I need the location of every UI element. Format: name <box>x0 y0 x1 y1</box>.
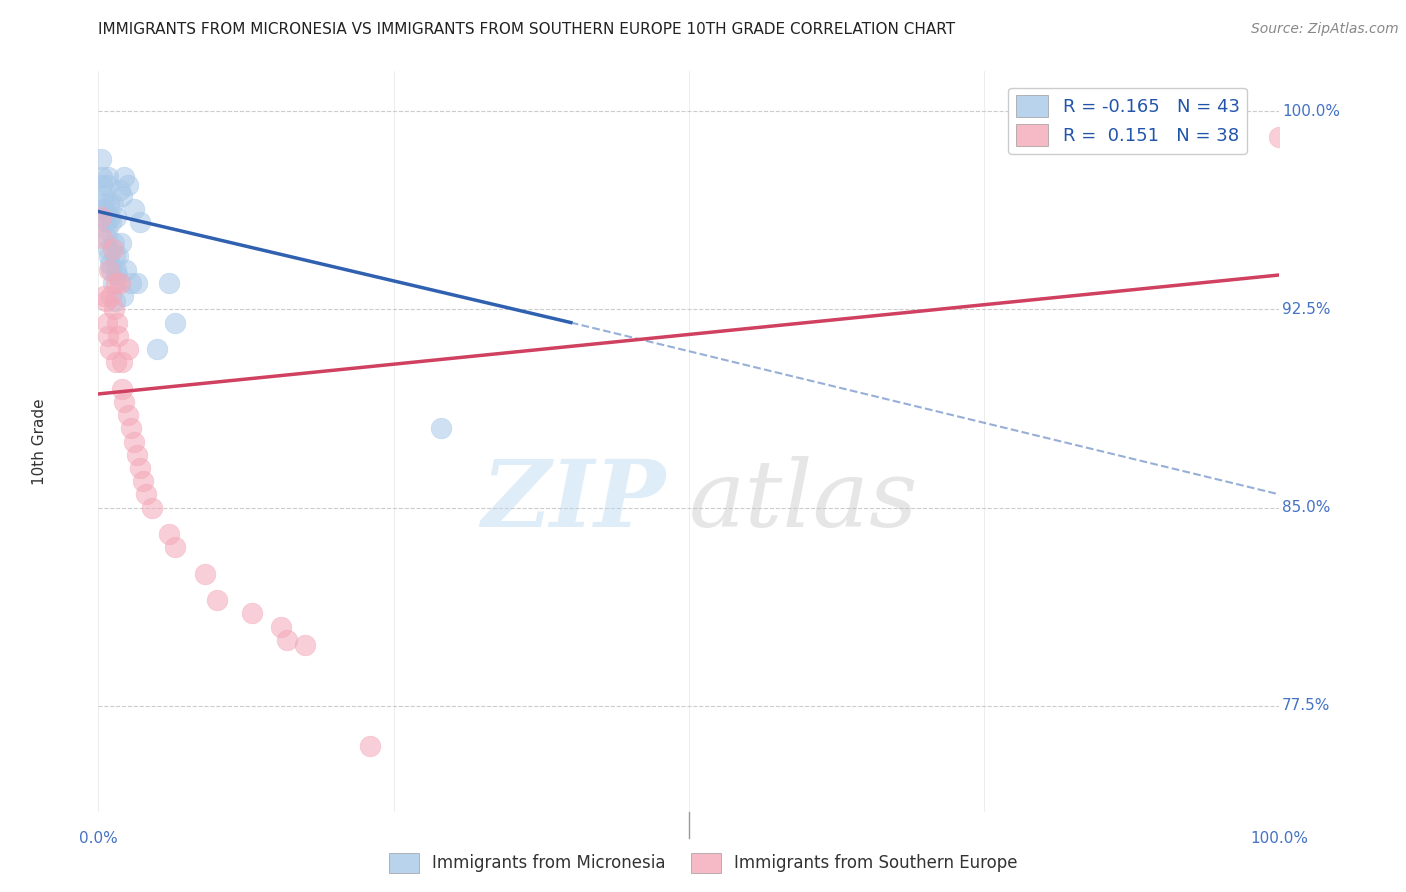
Point <box>105 268 128 282</box>
Point <box>91 178 114 192</box>
Point <box>91 170 114 185</box>
Point <box>359 739 381 753</box>
Point <box>127 448 149 462</box>
Legend: Immigrants from Micronesia, Immigrants from Southern Europe: Immigrants from Micronesia, Immigrants f… <box>382 847 1024 880</box>
Point <box>194 566 217 581</box>
Text: ZIP: ZIP <box>481 456 665 546</box>
Point <box>107 250 129 264</box>
Point <box>1268 130 1291 145</box>
Point <box>107 328 129 343</box>
Point <box>128 461 150 475</box>
Point <box>98 257 121 271</box>
Point <box>240 607 263 621</box>
Text: 100.0%: 100.0% <box>1282 103 1340 119</box>
Point <box>157 276 180 290</box>
Legend: R = -0.165   N = 43, R =  0.151   N = 38: R = -0.165 N = 43, R = 0.151 N = 38 <box>1008 87 1247 153</box>
Point <box>93 289 115 303</box>
Point <box>100 262 122 277</box>
Point <box>110 236 132 251</box>
Point <box>104 250 127 264</box>
Point <box>105 210 128 224</box>
Point <box>105 276 128 290</box>
Text: 100.0%: 100.0% <box>1250 831 1309 846</box>
Point <box>98 196 121 211</box>
Text: Source: ZipAtlas.com: Source: ZipAtlas.com <box>1251 22 1399 37</box>
Point <box>132 474 155 488</box>
Point <box>165 316 187 330</box>
Point <box>97 170 120 185</box>
Point <box>98 262 121 277</box>
Text: 10th Grade: 10th Grade <box>32 398 46 485</box>
Point <box>93 196 115 211</box>
Point <box>108 276 131 290</box>
Point <box>97 242 120 256</box>
Point <box>96 223 118 237</box>
Point <box>114 262 136 277</box>
Point <box>112 170 135 185</box>
Point <box>127 276 149 290</box>
Point <box>112 289 135 303</box>
Point <box>121 421 143 435</box>
Point <box>91 231 114 245</box>
Point <box>105 316 128 330</box>
Point <box>165 541 187 555</box>
Point <box>90 210 112 224</box>
Point <box>294 638 316 652</box>
Point <box>157 527 180 541</box>
Point <box>430 421 453 435</box>
Point <box>105 262 128 277</box>
Point <box>141 500 163 515</box>
Point <box>128 215 150 229</box>
Point <box>108 183 131 197</box>
Point <box>101 242 124 256</box>
Point <box>103 302 125 317</box>
Point <box>93 210 115 224</box>
Text: 85.0%: 85.0% <box>1282 500 1330 516</box>
Point <box>96 231 118 245</box>
Text: 92.5%: 92.5% <box>1282 301 1330 317</box>
Point <box>122 202 145 216</box>
Point <box>98 342 121 356</box>
Point <box>117 408 139 422</box>
Point <box>111 355 134 369</box>
Point <box>135 487 157 501</box>
Point <box>105 355 128 369</box>
Point <box>98 210 121 224</box>
Text: IMMIGRANTS FROM MICRONESIA VS IMMIGRANTS FROM SOUTHERN EUROPE 10TH GRADE CORRELA: IMMIGRANTS FROM MICRONESIA VS IMMIGRANTS… <box>98 22 956 37</box>
Point <box>103 236 125 251</box>
Point <box>94 294 117 309</box>
Point <box>101 196 124 211</box>
Point <box>96 316 118 330</box>
Point <box>111 382 134 396</box>
Point <box>101 276 124 290</box>
Point <box>121 276 143 290</box>
Point <box>93 202 115 216</box>
Text: 0.0%: 0.0% <box>79 831 118 846</box>
Point <box>100 289 122 303</box>
Point <box>90 152 112 166</box>
Point <box>98 250 121 264</box>
Point <box>111 188 134 202</box>
Point <box>94 215 117 229</box>
Point <box>91 188 114 202</box>
Point <box>97 328 120 343</box>
Point <box>100 215 122 229</box>
Point <box>104 294 127 309</box>
Point <box>97 178 120 192</box>
Point <box>122 434 145 449</box>
Point <box>205 593 228 607</box>
Point <box>276 632 298 647</box>
Text: atlas: atlas <box>689 456 918 546</box>
Text: 77.5%: 77.5% <box>1282 698 1330 714</box>
Point <box>117 178 139 192</box>
Point <box>146 342 169 356</box>
Point <box>112 395 135 409</box>
Point <box>270 619 292 633</box>
Point <box>117 342 139 356</box>
